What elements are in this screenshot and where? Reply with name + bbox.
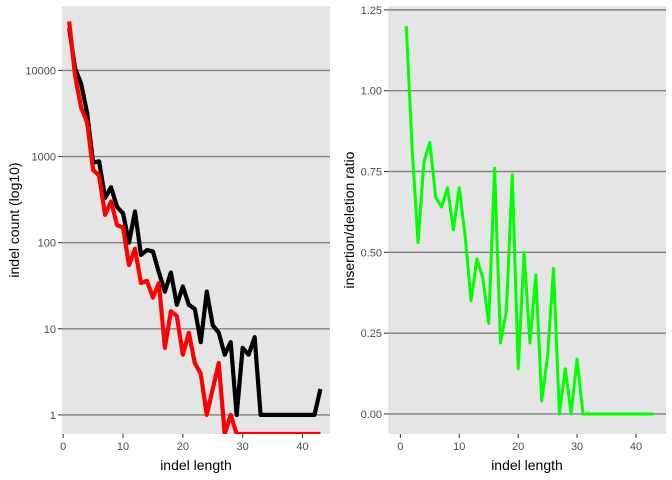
- panel-2: 0.00 0.25 0.50 0.75 1.00 1.25 0 10 20 30 40 indel l…: [341, 5, 666, 473]
- x-tick-label: 30: [237, 441, 249, 453]
- x-tick-label: 20: [512, 441, 524, 453]
- y-tick-label: 0.00: [361, 409, 382, 421]
- y-tick-label: 0.50: [361, 247, 382, 259]
- x-tick-label: 10: [453, 441, 465, 453]
- x-tick-label: 40: [630, 441, 642, 453]
- series-line-2: [67, 21, 321, 434]
- y-tick-label: 1: [50, 410, 56, 422]
- x-tick-label: 20: [177, 441, 189, 453]
- panel-1: 1 10 100 1000 10000 0 10 20 30 40 indel length inde…: [6, 6, 330, 473]
- y-axis-title: insertion/deletion ratio: [341, 151, 357, 288]
- x-tick-label: 10: [117, 441, 129, 453]
- plot-background: [388, 6, 666, 434]
- y-axis-title: indel count (log10): [6, 162, 22, 277]
- x-tick-label: 40: [296, 441, 308, 453]
- y-tick-label: 1.00: [361, 86, 382, 98]
- x-tick-label: 0: [397, 441, 403, 453]
- x-tick-label: 30: [571, 441, 583, 453]
- series-line-1: [404, 25, 654, 416]
- series-line-1: [67, 27, 323, 417]
- y-tick-label: 0.75: [361, 167, 382, 179]
- y-tick-label: 10: [44, 324, 56, 336]
- y-tick-label: 1000: [32, 152, 56, 164]
- y-tick-label: 0.25: [361, 328, 382, 340]
- x-tick-label: 0: [60, 441, 66, 453]
- y-tick-label: 10000: [25, 65, 56, 77]
- x-axis-title: indel length: [160, 457, 232, 473]
- y-tick-label: 100: [38, 238, 56, 250]
- x-axis-title: indel length: [491, 457, 563, 473]
- y-tick-label: 1.25: [361, 5, 382, 17]
